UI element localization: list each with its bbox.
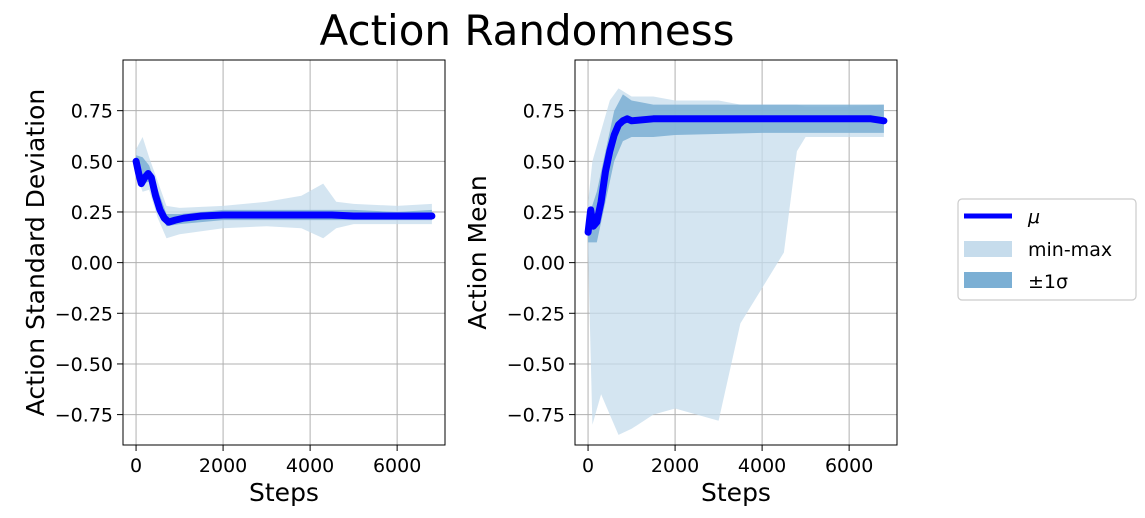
y-axis-label: Action Mean [463, 175, 492, 329]
axes-frame [122, 59, 446, 446]
legend: μ min-max ±1σ [957, 198, 1137, 301]
axes-frame [574, 59, 898, 446]
y-tick-label: 0.00 [523, 253, 565, 275]
x-tick-label: 6000 [825, 455, 873, 477]
legend-minmax-label: min-max [1028, 239, 1112, 261]
y-tick-label: 0.50 [71, 151, 113, 173]
y-tick-label: 0.25 [71, 202, 113, 224]
plot-area [584, 88, 888, 435]
y-tick-label: −0.25 [55, 303, 113, 325]
left-plot-std: 0 2000 4000 6000 −0.75 −0.50 −0.25 0.00 0.25 0.50… [21, 59, 446, 507]
x-axis-label: Steps [249, 478, 319, 507]
x-tick-label: 2000 [199, 455, 247, 477]
y-tick-label: 0.25 [523, 202, 565, 224]
legend-std-label: ±1σ [1028, 271, 1068, 293]
x-tick-label: 6000 [373, 455, 421, 477]
y-axis-label: Action Standard Deviation [21, 89, 50, 417]
plot-area [132, 137, 436, 239]
figure-title: Action Randomness [320, 6, 735, 55]
y-tick-label: −0.50 [55, 354, 113, 376]
y-tick-label: −0.75 [507, 405, 565, 427]
x-axis-label: Steps [701, 478, 771, 507]
y-tick-label: −0.75 [55, 405, 113, 427]
y-tick-label: −0.25 [507, 303, 565, 325]
mean-line [584, 115, 888, 236]
y-tick-label: 0.75 [71, 101, 113, 123]
x-tick-label: 0 [582, 455, 594, 477]
y-tick-label: 0.75 [523, 101, 565, 123]
right-plot-mean: 0 2000 4000 6000 −0.75 −0.50 −0.25 0.00 0.25 0.50… [463, 59, 898, 507]
legend-minmax-swatch [964, 241, 1012, 257]
x-tick-label: 4000 [286, 455, 334, 477]
x-tick-label: 4000 [738, 455, 786, 477]
y-tick-label: −0.50 [507, 354, 565, 376]
legend-mean-label: μ [1027, 206, 1040, 228]
mean-line [132, 157, 436, 226]
minmax-band [588, 88, 884, 435]
y-tick-label: 0.00 [71, 253, 113, 275]
x-tick-label: 2000 [651, 455, 699, 477]
legend-std-swatch [964, 272, 1012, 288]
y-tick-label: 0.50 [523, 151, 565, 173]
std-band [588, 94, 884, 243]
x-tick-label: 0 [130, 455, 142, 477]
